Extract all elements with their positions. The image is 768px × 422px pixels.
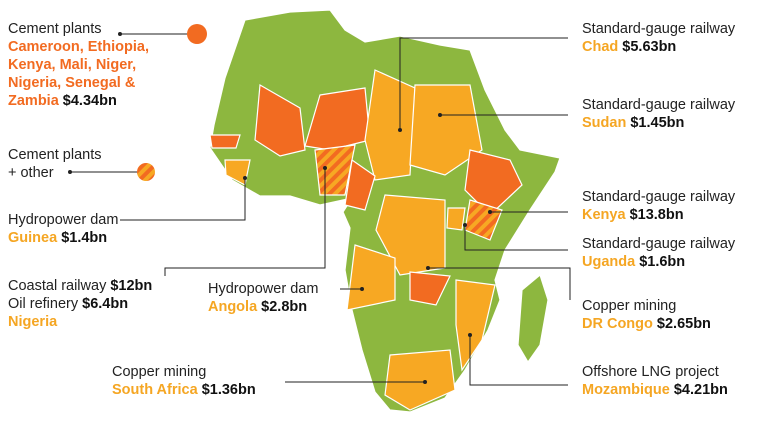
annotation: Cement plants + other [8, 146, 102, 182]
places: Mozambique [582, 382, 670, 398]
annotation: Standard-gauge railway Sudan $1.45bn [582, 96, 735, 132]
project: Hydropower dam [8, 212, 119, 228]
project: Copper mining [112, 364, 207, 380]
leader-lines [70, 33, 571, 386]
annotation: Offshore LNG project Mozambique $4.21bn [582, 363, 728, 399]
places: South Africa [112, 382, 198, 398]
places: Kenya [582, 207, 626, 223]
project: Standard-gauge railway [582, 97, 736, 113]
places: Chad [582, 39, 619, 55]
amount: $1.6bn [639, 254, 686, 270]
places: Nigeria [8, 314, 58, 330]
africa [209, 9, 561, 413]
leader-dots [68, 32, 492, 384]
project: Standard-gauge railway [582, 21, 736, 37]
annotation: Coastal railway $12bn Oil refinery $6.4b… [8, 277, 152, 331]
annotation: Standard-gauge railway Kenya $13.8bn [582, 188, 735, 224]
legend-cement [187, 24, 207, 44]
places: Zambia [8, 93, 59, 109]
places: Kenya, Mali, Niger, [8, 57, 137, 73]
annotation: Copper mining DR Congo $2.65bn [582, 297, 711, 333]
places: Cameroon, Ethiopia, [8, 39, 149, 55]
amount: $12bn [110, 278, 153, 294]
amount: $1.36bn [201, 382, 256, 398]
project: Hydropower dam [208, 281, 319, 297]
project: Offshore LNG project [582, 364, 719, 380]
places: Nigeria, Senegal & [8, 75, 136, 91]
annotation: Cement plants Cameroon, Ethiopia, Kenya,… [8, 20, 149, 110]
project: Cement plants [8, 21, 102, 37]
places: DR Congo [582, 316, 653, 332]
extra: + other [8, 165, 54, 181]
amount: $13.8bn [629, 207, 684, 223]
amount: $2.65bn [656, 316, 711, 332]
annotation: Standard-gauge railway Chad $5.63bn [582, 20, 735, 56]
amount: $4.21bn [673, 382, 728, 398]
amount: $1.4bn [61, 230, 108, 246]
places: Angola [208, 299, 258, 315]
annotation: Hydropower dam Guinea $1.4bn [8, 211, 118, 247]
annotation: Copper mining South Africa $1.36bn [112, 363, 256, 399]
places: Uganda [582, 254, 636, 270]
places: Sudan [582, 115, 627, 131]
project: Cement plants [8, 147, 102, 163]
amount: $1.45bn [630, 115, 685, 131]
annotation: Standard-gauge railway Uganda $1.6bn [582, 235, 735, 271]
project: Standard-gauge railway [582, 236, 736, 252]
amount: $5.63bn [622, 39, 677, 55]
amount: $2.8bn [261, 299, 308, 315]
amount: $4.34bn [62, 93, 117, 109]
project: Oil refinery [8, 296, 79, 312]
amount: $6.4bn [82, 296, 129, 312]
project: Copper mining [582, 298, 677, 314]
legend-cement-other [137, 163, 155, 181]
places: Guinea [8, 230, 58, 246]
project: Coastal railway [8, 278, 107, 294]
project: Standard-gauge railway [582, 189, 736, 205]
annotation: Hydropower dam Angola $2.8bn [208, 280, 318, 316]
